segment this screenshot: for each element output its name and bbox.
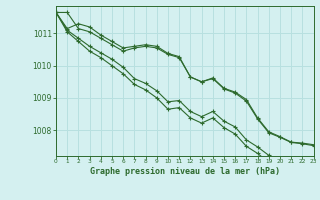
X-axis label: Graphe pression niveau de la mer (hPa): Graphe pression niveau de la mer (hPa) [90, 167, 280, 176]
